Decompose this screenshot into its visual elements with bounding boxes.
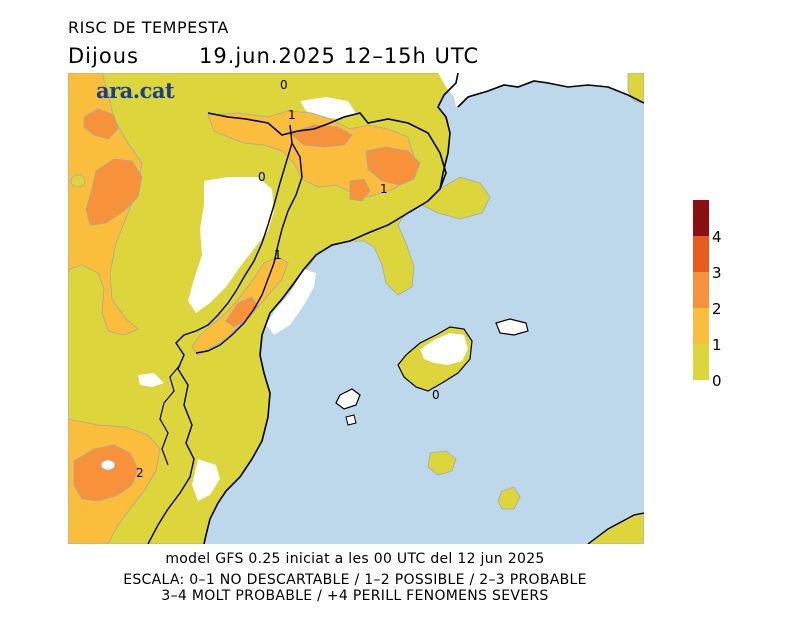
island-ibiza bbox=[335, 388, 361, 410]
land-no-data-north bbox=[438, 73, 644, 107]
border-interior bbox=[159, 364, 181, 466]
contour-label: 0 bbox=[432, 388, 440, 402]
land-risk-2-small bbox=[349, 178, 371, 202]
land-risk-0-north-strip bbox=[627, 73, 644, 104]
land-risk-2-southwest bbox=[73, 444, 139, 502]
model-info: model GFS 0.25 iniciat a les 00 UTC del … bbox=[165, 551, 545, 567]
contour-label: 2 bbox=[136, 466, 144, 480]
legend-label-4: 4 bbox=[712, 228, 722, 246]
sea-risk-0-patch-1 bbox=[427, 450, 457, 476]
land-white-coast bbox=[266, 269, 316, 335]
sea-outline-northeast bbox=[457, 80, 644, 108]
datetime-label: 19.jun.2025 12–15h UTC bbox=[198, 44, 480, 68]
sea-outline-southeast bbox=[587, 512, 644, 544]
land-risk-2-west bbox=[83, 108, 119, 140]
storm-risk-map: 0 1 0 1 1 0 2 bbox=[68, 73, 644, 544]
coastline bbox=[203, 73, 459, 544]
legend-label-0: 0 bbox=[712, 372, 722, 390]
legend-swatch-2 bbox=[693, 272, 709, 308]
land-risk-2-northeast bbox=[365, 146, 421, 186]
aracat-logo[interactable]: ara.cat bbox=[96, 78, 175, 103]
map-subtitle: Dijous 19.jun.2025 12–15h UTC bbox=[68, 44, 479, 68]
land-risk-1-north bbox=[207, 110, 415, 198]
contour-label: 1 bbox=[380, 182, 388, 196]
legend-label-3: 3 bbox=[712, 264, 722, 282]
border-france-spain bbox=[207, 112, 447, 190]
sea-risk-0-patch-2 bbox=[497, 486, 521, 510]
map-title: RISC DE TEMPESTA bbox=[68, 18, 229, 37]
land-risk-2-coast bbox=[225, 296, 259, 328]
land-white-small bbox=[138, 373, 164, 387]
contour-label: 0 bbox=[280, 78, 288, 92]
contour-label: 1 bbox=[288, 108, 296, 122]
border-catalonia-valencia bbox=[195, 142, 303, 354]
legend-swatch-1 bbox=[693, 308, 709, 344]
scale-description-2: 3–4 MOLT PROBABLE / +4 PERILL FENOMENS S… bbox=[161, 588, 549, 604]
scale-description-1: ESCALA: 0–1 NO DESCARTABLE / 1–2 POSSIBL… bbox=[123, 572, 587, 588]
land-white-southwest bbox=[192, 459, 220, 501]
contour-label: 1 bbox=[274, 248, 282, 262]
legend-label-1: 1 bbox=[712, 336, 722, 354]
legend-swatch-4 bbox=[693, 200, 709, 236]
contour-label: 0 bbox=[258, 170, 266, 184]
day-label: Dijous bbox=[68, 44, 139, 68]
risk-legend bbox=[693, 200, 709, 380]
border-catalonia-aragon bbox=[147, 124, 293, 544]
land-risk-2-west-central bbox=[85, 158, 143, 226]
legend-swatch-0 bbox=[693, 344, 709, 380]
island-formentera bbox=[345, 414, 357, 426]
land-risk-0-spot bbox=[70, 174, 86, 188]
legend-label-2: 2 bbox=[712, 300, 722, 318]
island-mallorca-white bbox=[420, 333, 468, 365]
land-white-interior bbox=[188, 177, 274, 313]
legend-swatch-3 bbox=[693, 236, 709, 272]
island-menorca bbox=[495, 318, 529, 336]
land-white-spot bbox=[100, 459, 116, 471]
